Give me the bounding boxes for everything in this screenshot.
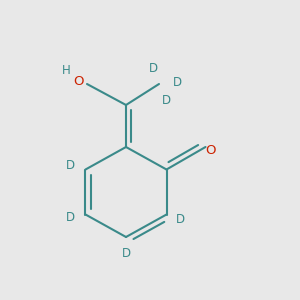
Text: D: D bbox=[66, 211, 75, 224]
Text: D: D bbox=[162, 94, 171, 107]
Text: D: D bbox=[172, 76, 182, 89]
Text: D: D bbox=[176, 213, 184, 226]
Text: O: O bbox=[74, 75, 84, 88]
Text: D: D bbox=[148, 62, 158, 76]
Text: H: H bbox=[62, 64, 71, 77]
Text: O: O bbox=[205, 143, 215, 157]
Text: D: D bbox=[122, 247, 130, 260]
Text: D: D bbox=[66, 159, 75, 172]
